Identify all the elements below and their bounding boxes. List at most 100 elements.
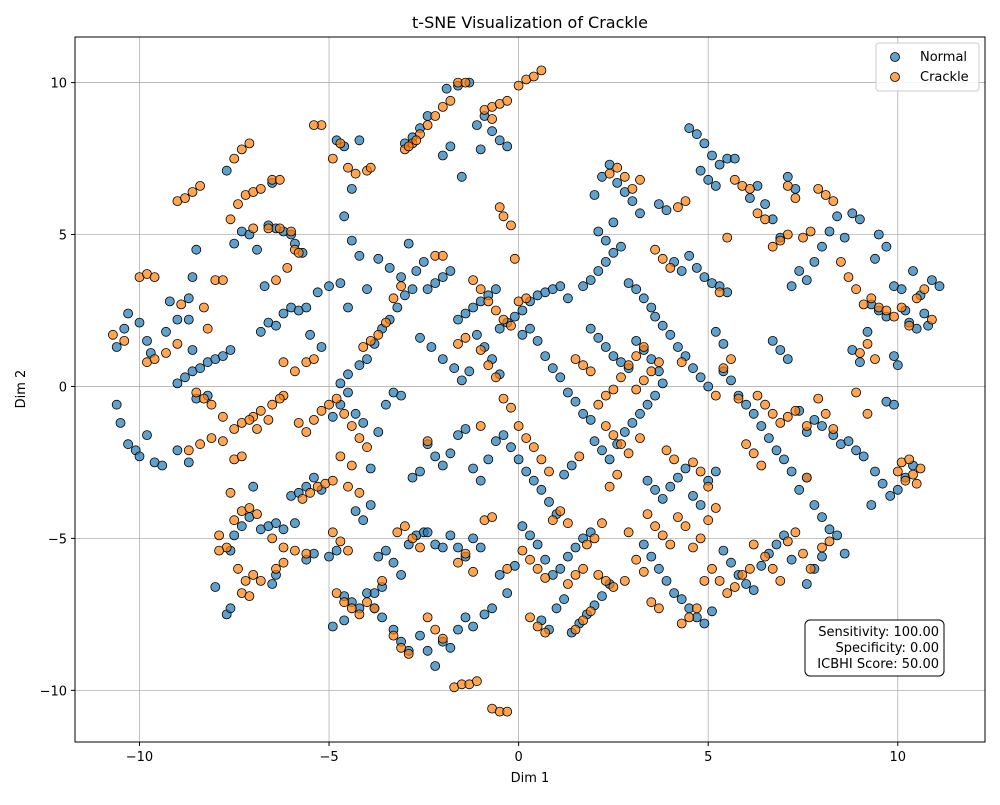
legend: Normal Crackle bbox=[875, 42, 980, 92]
point-crackle bbox=[911, 478, 922, 489]
point-normal bbox=[248, 481, 259, 492]
point-normal bbox=[741, 399, 751, 410]
point-normal bbox=[312, 287, 323, 298]
point-crackle bbox=[904, 320, 915, 331]
point-normal bbox=[354, 250, 365, 261]
point-normal bbox=[669, 588, 679, 598]
point-normal bbox=[885, 490, 896, 501]
point-normal bbox=[365, 463, 376, 474]
point-normal bbox=[889, 399, 899, 410]
point-normal bbox=[843, 436, 854, 447]
point-normal bbox=[335, 278, 346, 289]
point-crackle bbox=[646, 366, 657, 377]
point-normal bbox=[855, 214, 865, 225]
point-crackle bbox=[358, 342, 369, 352]
point-crackle bbox=[775, 576, 786, 586]
point-normal bbox=[453, 430, 463, 441]
x-tick-label: −10 bbox=[126, 750, 153, 765]
point-crackle bbox=[282, 262, 293, 273]
point-crackle bbox=[843, 272, 854, 283]
point-crackle bbox=[202, 323, 213, 334]
point-crackle bbox=[343, 545, 353, 556]
point-crackle bbox=[289, 366, 300, 377]
point-normal bbox=[358, 417, 369, 428]
point-normal bbox=[847, 208, 858, 219]
point-crackle bbox=[540, 627, 551, 638]
point-normal bbox=[642, 399, 653, 410]
point-crackle bbox=[646, 597, 657, 608]
point-normal bbox=[540, 554, 551, 565]
point-normal bbox=[430, 661, 441, 671]
point-crackle bbox=[589, 533, 600, 544]
point-normal bbox=[456, 375, 467, 386]
point-crackle bbox=[187, 187, 198, 197]
point-normal bbox=[396, 272, 407, 283]
point-normal bbox=[343, 302, 353, 313]
point-crackle bbox=[392, 527, 403, 538]
point-normal bbox=[377, 612, 388, 623]
point-crackle bbox=[657, 530, 668, 541]
point-normal bbox=[707, 150, 717, 161]
point-crackle bbox=[388, 293, 399, 304]
point-normal bbox=[289, 518, 300, 529]
point-crackle bbox=[206, 399, 217, 410]
point-normal bbox=[782, 354, 793, 365]
point-normal bbox=[172, 314, 183, 325]
point-crackle bbox=[760, 399, 770, 410]
point-normal bbox=[415, 332, 425, 343]
point-normal bbox=[487, 603, 498, 614]
point-crackle bbox=[244, 591, 255, 601]
point-crackle bbox=[616, 372, 626, 383]
point-crackle bbox=[396, 281, 407, 292]
point-crackle bbox=[691, 603, 702, 614]
point-normal bbox=[839, 232, 850, 243]
point-normal bbox=[695, 372, 706, 383]
point-normal bbox=[809, 500, 820, 510]
point-crackle bbox=[563, 518, 573, 529]
point-crackle bbox=[654, 603, 664, 614]
point-crackle bbox=[271, 563, 281, 574]
point-crackle bbox=[737, 570, 748, 580]
point-crackle bbox=[263, 414, 274, 425]
point-crackle bbox=[490, 372, 501, 383]
point-crackle bbox=[642, 509, 653, 519]
point-normal bbox=[346, 235, 357, 246]
point-crackle bbox=[798, 232, 808, 243]
point-crackle bbox=[760, 551, 770, 562]
point-crackle bbox=[570, 624, 581, 635]
point-crackle bbox=[665, 539, 676, 550]
point-normal bbox=[115, 417, 126, 428]
point-crackle bbox=[805, 226, 816, 237]
point-crackle bbox=[183, 445, 194, 456]
point-normal bbox=[172, 445, 183, 456]
point-normal bbox=[236, 521, 247, 532]
point-normal bbox=[699, 272, 710, 283]
point-normal bbox=[786, 466, 797, 477]
point-crackle bbox=[255, 183, 266, 194]
point-crackle bbox=[536, 454, 547, 465]
point-crackle bbox=[229, 515, 240, 526]
y-tick-label: 10 bbox=[50, 77, 67, 92]
point-crackle bbox=[278, 542, 289, 553]
legend-label-normal: Normal bbox=[920, 50, 967, 65]
point-crackle bbox=[293, 417, 304, 428]
point-crackle bbox=[308, 414, 319, 425]
point-crackle bbox=[805, 563, 816, 574]
point-crackle bbox=[532, 563, 543, 574]
point-crackle bbox=[722, 232, 733, 243]
point-normal bbox=[259, 281, 270, 292]
point-crackle bbox=[483, 360, 494, 371]
point-crackle bbox=[680, 521, 691, 532]
point-normal bbox=[396, 390, 407, 401]
point-crackle bbox=[399, 521, 410, 532]
point-normal bbox=[657, 378, 668, 389]
point-normal bbox=[278, 524, 289, 535]
point-crackle bbox=[335, 536, 346, 547]
point-crackle bbox=[346, 603, 357, 614]
point-crackle bbox=[388, 630, 399, 641]
point-crackle bbox=[631, 384, 642, 395]
point-normal bbox=[688, 490, 698, 501]
point-crackle bbox=[650, 521, 660, 532]
point-normal bbox=[119, 323, 130, 334]
